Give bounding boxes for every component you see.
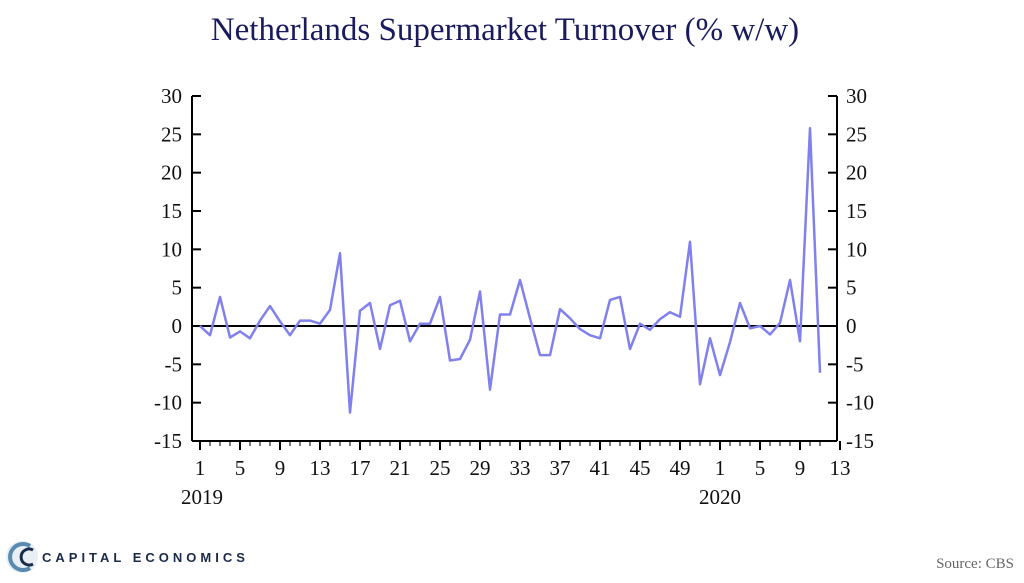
x-tick-label: 21 [390,456,411,480]
y-tick-label-right: 25 [846,122,867,146]
y-tick-label-right: -10 [846,391,874,415]
x-tick-label: 17 [350,456,371,480]
x-tick-label: 9 [795,456,806,480]
y-tick-label-right: 5 [846,276,857,300]
x-tick-label: 45 [630,456,651,480]
x-tick-label: 49 [670,456,691,480]
y-tick-label-right: 20 [846,161,867,185]
y-tick-label-left: 0 [172,314,183,338]
y-tick-label-right: 10 [846,237,867,261]
year-label-2019: 2019 [181,485,223,509]
x-tick-label: 29 [470,456,491,480]
y-tick-label-left: 5 [172,276,183,300]
x-tick-label: 1 [715,456,726,480]
y-tick-label-right: 0 [846,314,857,338]
x-tick-label: 9 [275,456,286,480]
y-tick-label-right: -5 [846,352,864,376]
y-tick-label-right: 15 [846,199,867,223]
y-tick-label-left: 30 [161,84,182,108]
company-name: CAPITAL ECONOMICS [42,550,249,565]
x-tick-label: 13 [310,456,331,480]
y-tick-label-left: 25 [161,122,182,146]
y-tick-label-left: -5 [165,352,183,376]
series-layer [199,126,822,414]
y-tick-label-left: 10 [161,237,182,261]
capital-economics-logo: CAPITAL ECONOMICS [6,541,249,573]
logo-c-icon [8,542,32,572]
source-note: Source: CBS [936,556,1014,572]
y-tick-label-left: 20 [161,161,182,185]
y-tick-label-left: 15 [161,199,182,223]
y-tick-label-left: -15 [154,429,182,453]
chart-title: Netherlands Supermarket Turnover (% w/w) [211,12,799,48]
x-tick-label: 13 [830,456,851,480]
x-tick-label: 25 [430,456,451,480]
y-tick-label-left: -10 [154,391,182,415]
year-label-2020: 2020 [699,485,741,509]
x-tick-label: 33 [510,456,531,480]
x-tick-label: 41 [590,456,611,480]
y-tick-label-right: 30 [846,84,867,108]
x-tick-label: 1 [195,456,206,480]
series-line-turnover [199,126,822,414]
x-tick-label: 5 [755,456,766,480]
x-tick-label: 37 [550,456,571,480]
x-tick-label: 5 [235,456,246,480]
y-tick-label-right: -15 [846,429,874,453]
